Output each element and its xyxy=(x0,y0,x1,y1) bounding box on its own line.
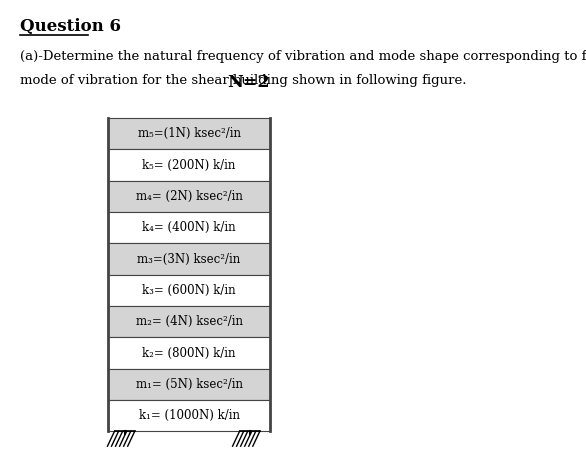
Text: k₄= (400N) k/in: k₄= (400N) k/in xyxy=(142,221,236,234)
Text: k₂= (800N) k/in: k₂= (800N) k/in xyxy=(142,346,236,360)
Text: mode of vibration for the shear building shown in following figure.: mode of vibration for the shear building… xyxy=(20,74,466,87)
Bar xyxy=(108,368,270,400)
Text: k₃= (600N) k/in: k₃= (600N) k/in xyxy=(142,284,236,297)
Bar xyxy=(108,337,270,368)
Bar xyxy=(108,274,270,306)
Text: m₂= (4N) ksec²/in: m₂= (4N) ksec²/in xyxy=(135,315,243,328)
Bar xyxy=(108,181,270,212)
Text: m₄= (2N) ksec²/in: m₄= (2N) ksec²/in xyxy=(135,190,243,203)
Bar xyxy=(108,212,270,243)
Bar xyxy=(108,149,270,181)
Text: k₅= (200N) k/in: k₅= (200N) k/in xyxy=(142,159,236,172)
Bar xyxy=(108,306,270,337)
Text: k₁= (1000N) k/in: k₁= (1000N) k/in xyxy=(138,409,240,422)
Text: m₃=(3N) ksec²/in: m₃=(3N) ksec²/in xyxy=(137,252,241,266)
Text: m₅=(1N) ksec²/in: m₅=(1N) ksec²/in xyxy=(138,127,240,141)
Text: (a)-Determine the natural frequency of vibration and mode shape corresponding to: (a)-Determine the natural frequency of v… xyxy=(20,50,586,63)
Bar xyxy=(108,400,270,431)
Text: N=2: N=2 xyxy=(227,74,270,91)
Text: m₁= (5N) ksec²/in: m₁= (5N) ksec²/in xyxy=(135,378,243,391)
Text: Question 6: Question 6 xyxy=(20,18,121,35)
Bar xyxy=(108,118,270,149)
Bar xyxy=(108,243,270,274)
